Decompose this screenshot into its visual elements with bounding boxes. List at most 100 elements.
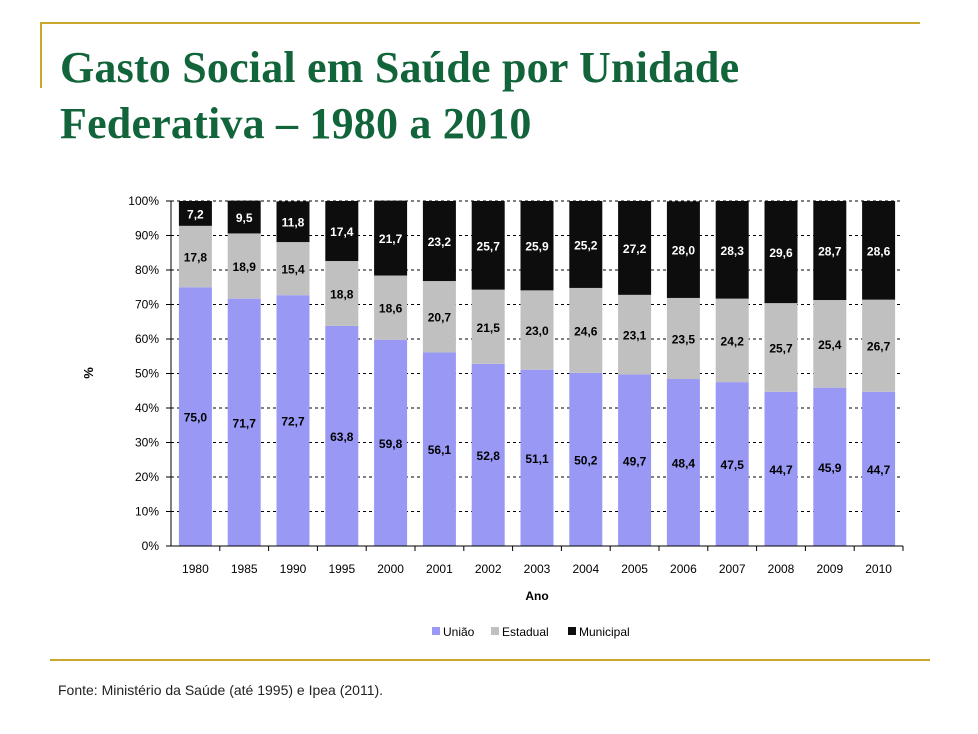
bottom-rule: [50, 659, 930, 661]
y-tick-label: 90%: [135, 229, 159, 243]
data-label: 21,7: [379, 232, 403, 246]
bar-segment-estadual: [862, 299, 896, 392]
bar-segment-estadual: [764, 303, 798, 392]
data-label: 24,2: [721, 334, 745, 348]
data-label: 56,1: [428, 443, 452, 457]
data-label: 75,0: [184, 411, 208, 425]
x-tick-label: 2003: [524, 562, 551, 576]
bar-segment-municipal: [422, 201, 456, 282]
bar-segment-união: [520, 369, 554, 546]
data-label: 63,8: [330, 430, 354, 444]
x-tick-label: 2008: [768, 562, 795, 576]
bar-segment-municipal: [276, 201, 310, 243]
data-label: 25,7: [477, 239, 501, 253]
data-label: 28,7: [818, 245, 842, 259]
data-label: 71,7: [233, 416, 257, 430]
data-label: 29,6: [769, 246, 793, 260]
data-label: 21,5: [477, 321, 501, 335]
bar-segment-municipal: [715, 201, 749, 299]
data-label: 28,0: [672, 244, 696, 258]
data-label: 17,8: [184, 251, 208, 265]
bar-segment-união: [715, 382, 749, 546]
bar-segment-estadual: [178, 225, 212, 288]
data-label: 7,2: [187, 207, 204, 221]
x-tick-label: 1980: [182, 562, 209, 576]
y-tick-label: 70%: [135, 298, 159, 312]
bar-segment-estadual: [569, 287, 603, 373]
data-label: 49,7: [623, 454, 647, 468]
data-label: 51,1: [525, 452, 549, 466]
bar-segment-municipal: [813, 201, 847, 301]
bar-segment-união: [178, 287, 212, 546]
data-label: 23,0: [525, 324, 549, 338]
x-tick-label: 1990: [280, 562, 307, 576]
stacked-bar-chart: 0% 10% 20% 30% 40% 50% 60% 70% 80% 90% 100% 75,0 17,…: [81, 194, 904, 639]
data-label: 44,7: [769, 463, 793, 477]
data-label: 72,7: [281, 415, 305, 429]
left-accent-rule: [40, 22, 42, 88]
y-tick-label: 20%: [135, 470, 159, 484]
data-label: 23,2: [428, 235, 452, 249]
x-tick-label: 1985: [231, 562, 258, 576]
data-label: 24,6: [574, 324, 598, 338]
data-label: 17,4: [330, 225, 354, 239]
legend-label: Municipal: [579, 625, 630, 639]
bar-segment-estadual: [276, 242, 310, 296]
bar-segment-municipal: [471, 201, 505, 290]
title-line-1: Gasto Social em Saúde por Unidade: [60, 43, 740, 92]
x-tick-label: 2005: [621, 562, 648, 576]
legend-swatch: [432, 627, 440, 635]
bar-segment-união: [764, 391, 798, 546]
legend-swatch: [568, 627, 576, 635]
bar-segment-municipal: [325, 201, 359, 262]
data-label: 25,4: [818, 338, 842, 352]
data-label: 20,7: [428, 311, 452, 325]
y-axis-title: %: [81, 367, 96, 379]
x-tick-label: 1995: [328, 562, 355, 576]
data-label: 11,8: [282, 216, 305, 230]
y-tick-label: 10%: [135, 505, 159, 519]
bar-segment-estadual: [813, 300, 847, 388]
bar-segment-união: [569, 372, 603, 546]
bar-segment-estadual: [325, 261, 359, 326]
data-label: 47,5: [721, 458, 745, 472]
bar-segment-união: [666, 379, 700, 546]
bar-segment-municipal: [569, 201, 603, 288]
x-tick-label: 2009: [816, 562, 843, 576]
data-label: 18,6: [379, 302, 403, 316]
y-tick-label: 40%: [135, 401, 159, 415]
y-tick-label: 80%: [135, 263, 159, 277]
data-label: 59,8: [379, 437, 403, 451]
x-tick-label: 2004: [572, 562, 599, 576]
title-line-2: Federativa – 1980 a 2010: [60, 99, 532, 148]
data-label: 28,3: [721, 244, 745, 258]
bar-segment-união: [276, 295, 310, 546]
bar-segment-municipal: [666, 201, 700, 298]
data-label: 48,4: [672, 457, 696, 471]
bar-segment-municipal: [374, 200, 408, 276]
bar-segment-municipal: [862, 201, 896, 300]
bar-segment-municipal: [618, 201, 652, 295]
data-label: 52,8: [477, 449, 501, 463]
data-label: 45,9: [818, 461, 842, 475]
bar-segment-estadual: [227, 233, 261, 299]
bar-segment-estadual: [666, 297, 700, 380]
bar-segment-união: [422, 352, 456, 546]
bar-segment-estadual: [715, 298, 749, 383]
bar-segment-municipal: [227, 200, 261, 234]
top-rule: [40, 22, 920, 24]
bar-segment-união: [227, 298, 261, 546]
data-label: 23,1: [623, 329, 647, 343]
data-label: 18,8: [330, 287, 354, 301]
legend-label: Estadual: [502, 625, 549, 639]
x-tick-label: 2002: [475, 562, 502, 576]
bar-segment-estadual: [374, 275, 408, 340]
bar-segment-municipal: [520, 201, 554, 291]
data-label: 50,2: [574, 453, 598, 467]
x-tick-label: 2010: [865, 562, 892, 576]
legend-swatch: [491, 627, 499, 635]
x-axis-title: Ano: [525, 589, 548, 603]
data-label: 27,2: [623, 242, 647, 256]
x-tick-label: 2001: [426, 562, 453, 576]
slide-title: Gasto Social em Saúde por Unidade Federa…: [60, 40, 739, 152]
